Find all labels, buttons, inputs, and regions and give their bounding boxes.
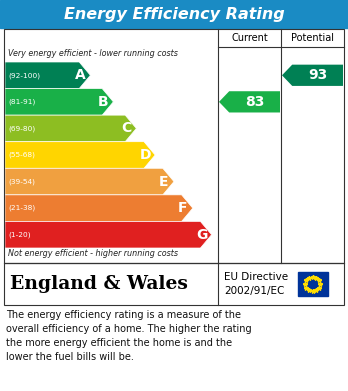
Polygon shape <box>5 62 90 89</box>
Text: (39-54): (39-54) <box>8 178 35 185</box>
Polygon shape <box>5 142 155 168</box>
Polygon shape <box>5 195 193 221</box>
Text: (92-100): (92-100) <box>8 72 40 79</box>
Text: (55-68): (55-68) <box>8 152 35 158</box>
Text: The energy efficiency rating is a measure of the
overall efficiency of a home. T: The energy efficiency rating is a measur… <box>6 310 252 362</box>
Text: D: D <box>139 148 151 162</box>
Polygon shape <box>5 168 174 195</box>
Text: A: A <box>75 68 86 82</box>
Text: G: G <box>196 228 207 242</box>
Bar <box>0 0 348 28</box>
Text: 83: 83 <box>245 95 264 109</box>
Text: Very energy efficient - lower running costs: Very energy efficient - lower running co… <box>8 49 178 58</box>
Text: Energy Efficiency Rating: Energy Efficiency Rating <box>64 7 284 22</box>
Polygon shape <box>219 91 280 113</box>
Text: (21-38): (21-38) <box>8 205 35 212</box>
Text: F: F <box>178 201 188 215</box>
Bar <box>298 272 327 296</box>
Polygon shape <box>5 115 136 142</box>
Text: (1-20): (1-20) <box>8 231 31 238</box>
Text: E: E <box>159 174 169 188</box>
Text: Current: Current <box>231 33 268 43</box>
Polygon shape <box>282 65 343 86</box>
Text: C: C <box>121 122 132 135</box>
Text: 93: 93 <box>308 68 327 82</box>
Text: B: B <box>98 95 109 109</box>
Text: Not energy efficient - higher running costs: Not energy efficient - higher running co… <box>8 249 178 258</box>
Polygon shape <box>5 89 113 115</box>
Text: England & Wales: England & Wales <box>10 275 188 293</box>
Bar <box>4 263 344 305</box>
Text: (81-91): (81-91) <box>8 99 35 105</box>
Text: EU Directive
2002/91/EC: EU Directive 2002/91/EC <box>224 273 288 296</box>
Text: (69-80): (69-80) <box>8 125 35 132</box>
Polygon shape <box>5 221 212 248</box>
Text: Potential: Potential <box>291 33 334 43</box>
Bar <box>4 29 344 263</box>
